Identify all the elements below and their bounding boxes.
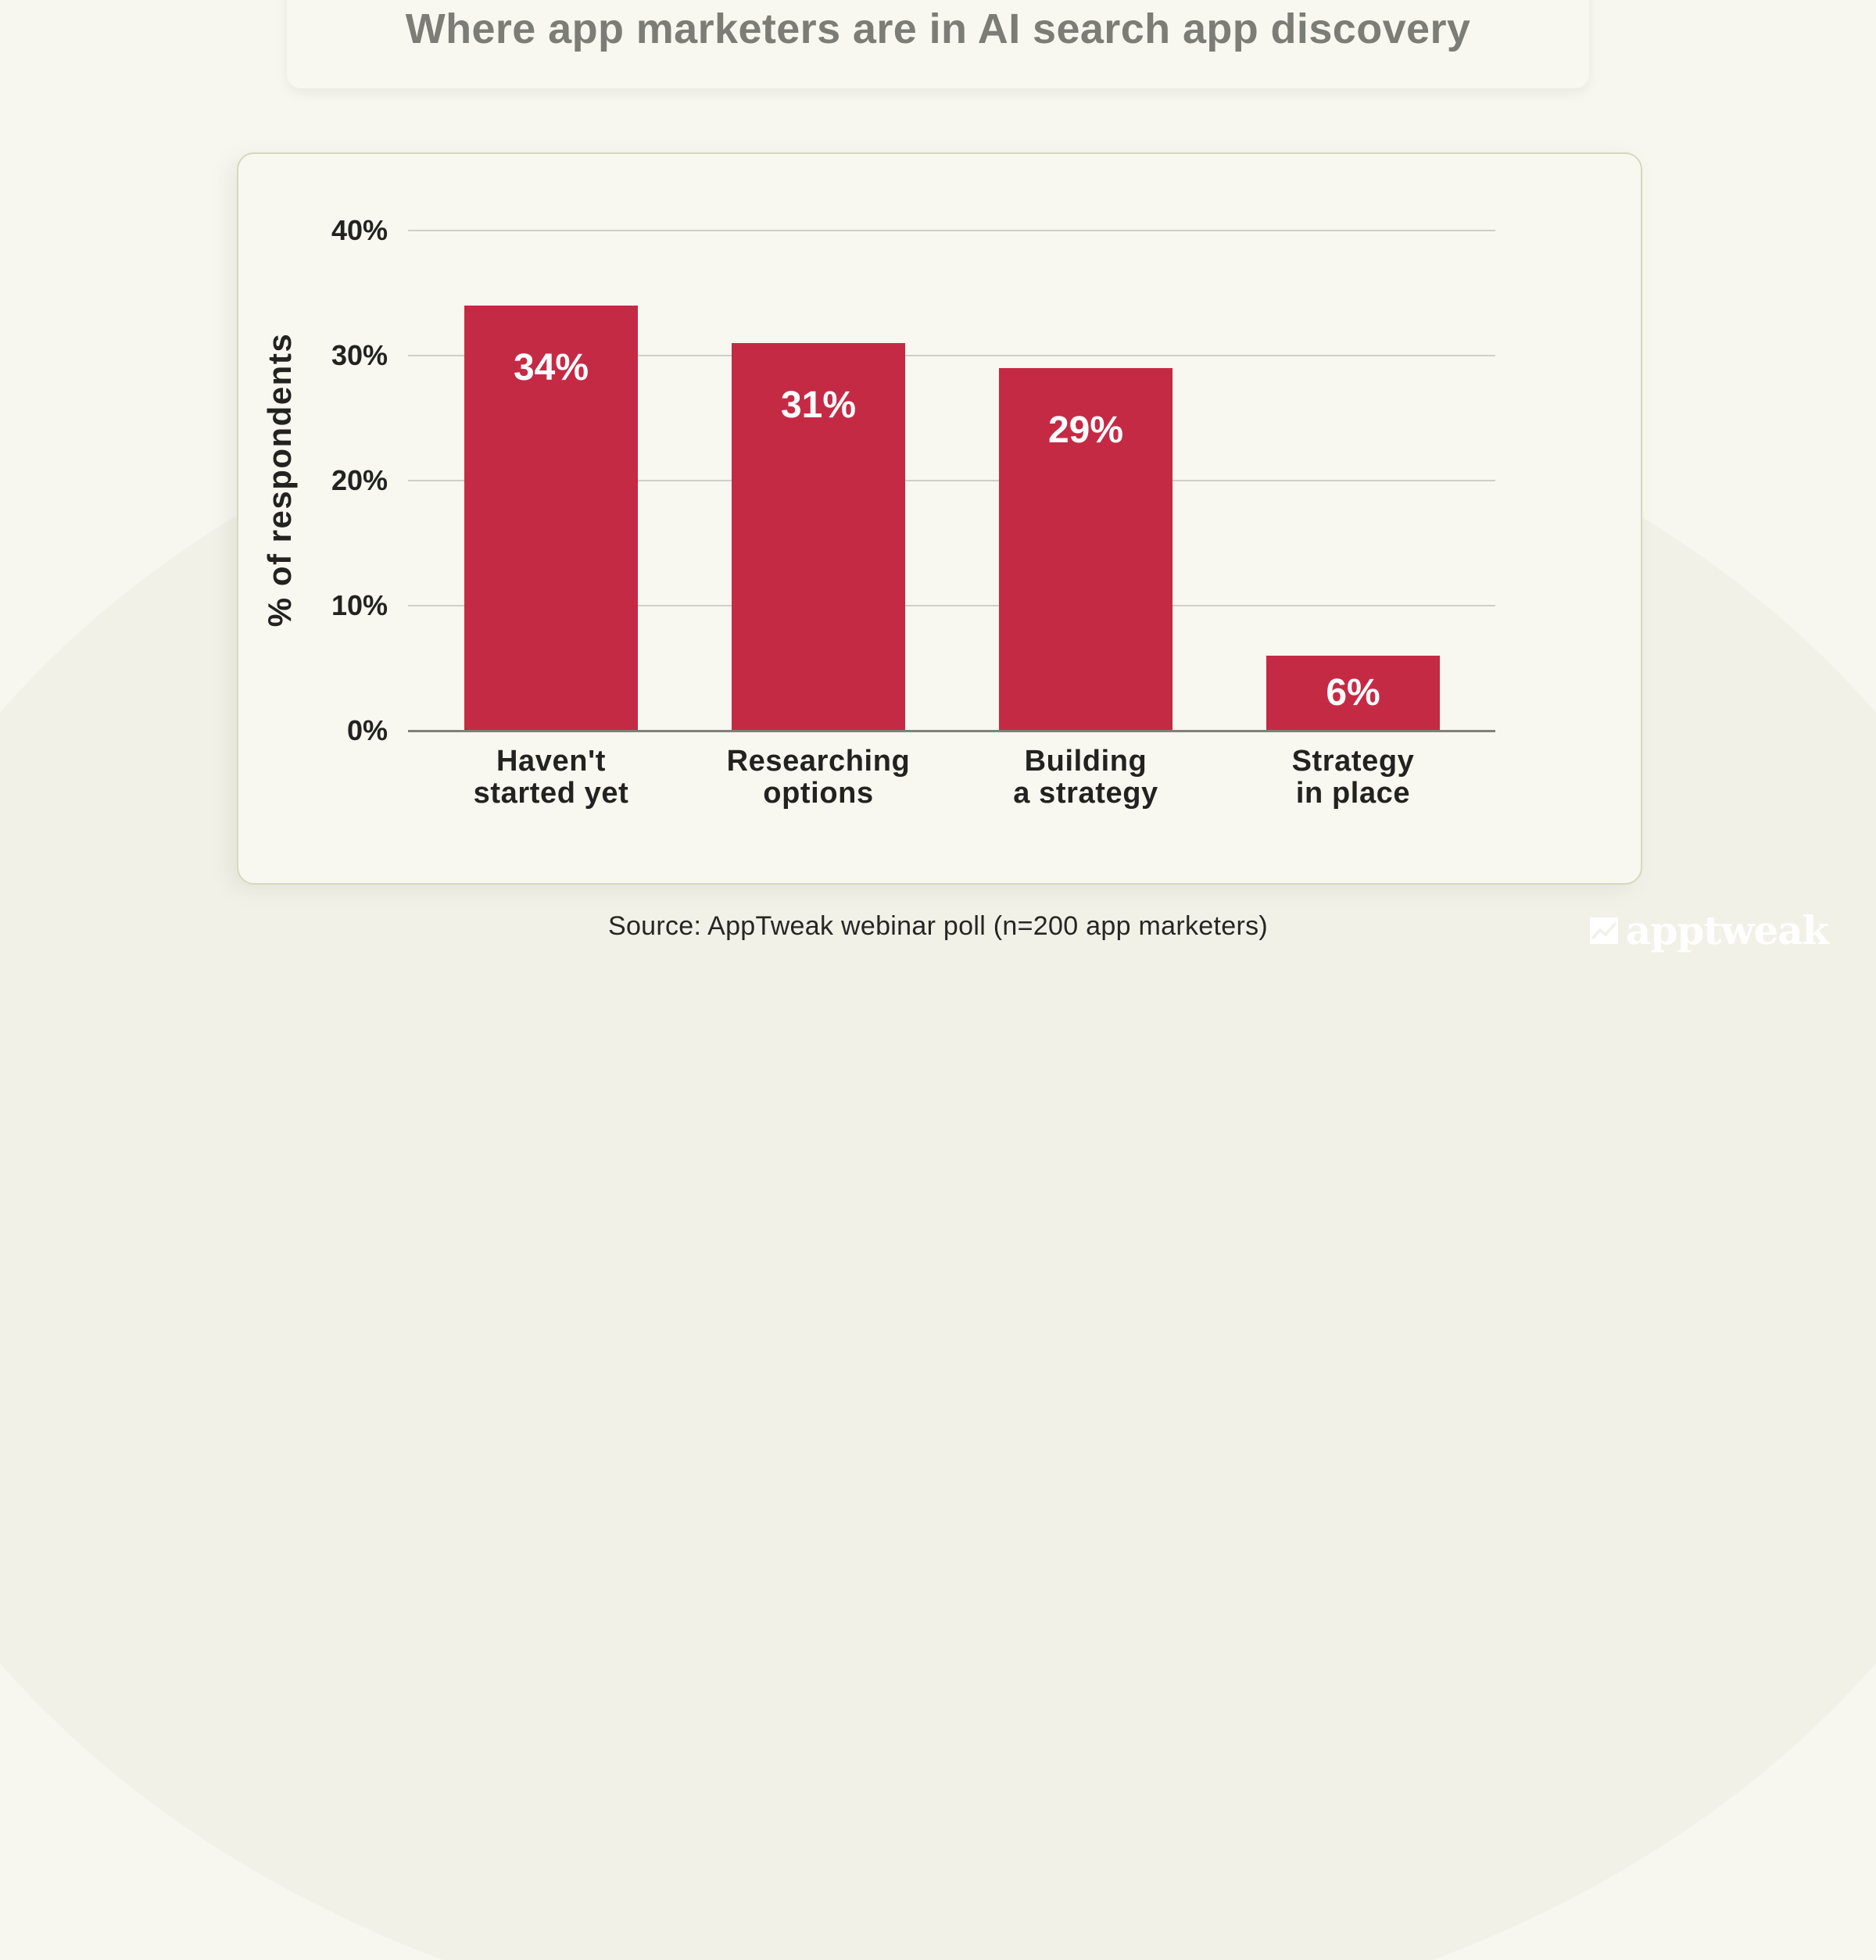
bar-value-label: 31%	[780, 384, 857, 426]
bar: 29%	[999, 368, 1172, 731]
x-category-label: Researching options	[686, 746, 951, 810]
title-card: Where app marketers are in AI search app…	[287, 0, 1589, 88]
gridline	[408, 230, 1495, 231]
gridline	[408, 605, 1495, 606]
x-category-label: Haven't started yet	[418, 746, 684, 810]
x-axis-line	[408, 730, 1495, 732]
x-category-label: Strategy in place	[1220, 746, 1486, 810]
y-tick-label: 40%	[331, 214, 388, 246]
gridline	[408, 355, 1495, 356]
bar: 31%	[732, 343, 905, 731]
y-axis-label: % of respondents	[261, 332, 298, 628]
chart-title: Where app marketers are in AI search app…	[405, 5, 1471, 52]
bar-value-label: 29%	[1047, 410, 1124, 451]
brand-wordmark: apptweak	[1626, 907, 1829, 953]
bar-chart-plot: % of respondents 0% 10% 20% 30% 40% 34% Haven'…	[261, 214, 1495, 810]
x-category-label-line: Haven't	[496, 745, 606, 778]
x-category-label-line: Building	[1024, 745, 1147, 778]
y-tick-label: 0%	[346, 714, 388, 746]
y-tick-label: 30%	[331, 339, 388, 371]
y-tick-label: 10%	[331, 589, 388, 621]
trend-chart-icon	[1590, 917, 1618, 944]
bar-value-label: 34%	[513, 347, 589, 388]
x-category-label: Building a strategy	[953, 746, 1219, 810]
x-category-label-line: a strategy	[1013, 777, 1158, 810]
bar: 6%	[1266, 656, 1440, 731]
apptweak-logo: apptweak	[1590, 907, 1829, 953]
x-category-label-line: Researching	[726, 745, 911, 778]
x-category-label-line: options	[763, 777, 874, 810]
x-category-label-line: in place	[1295, 777, 1411, 810]
y-tick-label: 20%	[331, 464, 388, 496]
x-category-label-line: started yet	[473, 777, 629, 810]
gridline	[408, 480, 1495, 481]
bar: 34%	[464, 306, 638, 731]
bar-value-label: 6%	[1326, 672, 1380, 714]
source-note: Source: AppTweak webinar poll (n=200 app…	[607, 911, 1269, 941]
x-category-label-line: Strategy	[1291, 745, 1415, 778]
